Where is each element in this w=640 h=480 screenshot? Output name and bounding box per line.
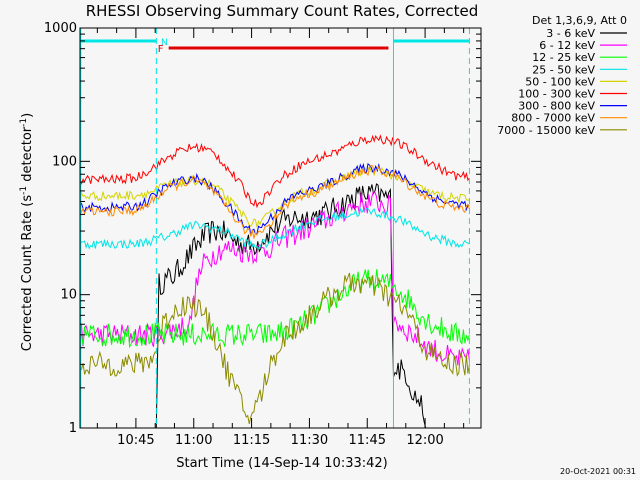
night-mark-label: N (161, 38, 168, 48)
legend-label-6: 100 - 300 keV (518, 88, 595, 101)
legend-label-5: 50 - 100 keV (525, 75, 595, 88)
series-line-3 (79, 268, 470, 349)
legend-header: Det 1,3,6,9, Att 0 (532, 14, 627, 27)
series-line-8 (79, 165, 470, 239)
flag-marks: NF (80, 28, 470, 428)
x-tick-label-4: 11:30 (291, 433, 328, 448)
legend-label-3: 12 - 25 keV (532, 51, 595, 64)
x-tick-label-5: 11:45 (349, 433, 386, 448)
y-axis-label: Corrected Count Rate (s-1 detector-1) (19, 113, 35, 351)
y-tick-label-4: 1000 (44, 21, 77, 36)
legend-label-7: 300 - 800 keV (518, 100, 595, 113)
y-tick-label-1: 1 (69, 421, 77, 436)
axes: 1 10 100 1000 10:45 11:00 11:15 11:30 11:45 12:00 (44, 21, 482, 448)
svg-text:Corrected Count Rate (s-1 dete: Corrected Count Rate (s-1 detector-1) (19, 113, 35, 351)
flare-mark-label: F (158, 44, 164, 55)
x-tick-label-1: 10:45 (117, 433, 154, 448)
x-tick-label-6: 12:00 (406, 433, 443, 448)
x-tick-label-2: 11:00 (175, 433, 212, 448)
y-tick-label-3: 100 (52, 154, 77, 169)
series-group (79, 134, 470, 429)
legend-label-2: 6 - 12 keV (539, 39, 595, 52)
x-tick-label-3: 11:15 (233, 433, 270, 448)
series-line-6 (79, 134, 470, 209)
y-tick-label-2: 10 (60, 288, 77, 303)
series-line-1 (155, 183, 427, 429)
chart-title: RHESSI Observing Summary Count Rates, Co… (86, 2, 479, 20)
legend-label-1: 3 - 6 keV (546, 27, 595, 40)
legend-label-4: 25 - 50 keV (532, 63, 595, 76)
legend-label-8: 800 - 7000 keV (511, 112, 595, 125)
legend-label-9: 7000 - 15000 keV (497, 124, 595, 137)
series-line-4 (79, 207, 470, 250)
series-line-9 (79, 272, 470, 425)
plot-frame (79, 27, 482, 429)
timestamp: 20-Oct-2021 00:31 (560, 467, 636, 476)
x-axis-label: Start Time (14-Sep-14 10:33:42) (176, 456, 387, 471)
